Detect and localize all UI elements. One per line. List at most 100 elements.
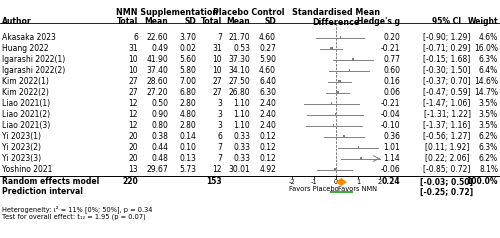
Text: 2.40: 2.40 [259,110,276,119]
Text: 31: 31 [128,44,138,53]
Bar [343,135,344,138]
Text: 20: 20 [128,132,138,141]
Text: 12: 12 [128,110,138,119]
Text: 95% CI: 95% CI [432,17,462,26]
Text: 6.80: 6.80 [179,88,196,97]
Text: [-0.47; 0.59]: [-0.47; 0.59] [423,88,471,97]
Text: 0.10: 0.10 [179,143,196,152]
Text: 27.50: 27.50 [228,77,250,86]
Text: 0.33: 0.33 [233,143,250,152]
Text: 1.01: 1.01 [384,143,400,152]
Text: 6.3%: 6.3% [479,143,498,152]
Text: Favors NMN: Favors NMN [338,186,378,192]
Text: 3: 3 [217,110,222,119]
Text: 2.80: 2.80 [179,121,196,130]
Text: 0.14: 0.14 [179,132,196,141]
Text: 10: 10 [128,66,138,75]
Text: 2.40: 2.40 [259,121,276,130]
Bar [358,146,359,149]
Text: 0.90: 0.90 [151,110,168,119]
Text: 0: 0 [334,179,338,185]
Text: 12: 12 [212,165,222,174]
Text: SD: SD [184,17,196,26]
Text: [0.11; 1.92]: [0.11; 1.92] [425,143,469,152]
Text: Heterogeneity: ι² = 11% [0%; 50%], p = 0.34: Heterogeneity: ι² = 11% [0%; 50%], p = 0… [2,205,152,213]
Text: 6.2%: 6.2% [479,132,498,141]
Text: 37.30: 37.30 [228,55,250,64]
Text: 5.90: 5.90 [259,55,276,64]
Text: 6: 6 [133,33,138,42]
Text: 0.33: 0.33 [233,154,250,163]
Text: 0.06: 0.06 [383,88,400,97]
Text: 31: 31 [212,44,222,53]
Text: 8.1%: 8.1% [479,165,498,174]
Text: 0.44: 0.44 [151,143,168,152]
Text: 0.33: 0.33 [233,132,250,141]
Text: 4.80: 4.80 [179,110,196,119]
Bar [334,168,336,171]
Text: -0.06: -0.06 [380,165,400,174]
Text: 10: 10 [128,55,138,64]
Text: 5.60: 5.60 [179,55,196,64]
Text: 20: 20 [128,154,138,163]
Bar [336,91,339,94]
Text: 100.0%: 100.0% [466,178,498,187]
Bar [340,36,341,39]
Text: 14.6%: 14.6% [474,77,498,86]
Bar [352,58,354,61]
Text: 0.12: 0.12 [259,132,276,141]
Text: 5.73: 5.73 [179,165,196,174]
Text: 7: 7 [217,143,222,152]
Text: Igarashi 2022(2): Igarashi 2022(2) [2,66,65,75]
Text: 0.36: 0.36 [383,132,400,141]
Bar [334,113,336,116]
Text: Akasaka 2023: Akasaka 2023 [2,33,56,42]
Text: 0.38: 0.38 [151,132,168,141]
Text: [-0.85; 0.72]: [-0.85; 0.72] [424,165,470,174]
Text: [-1.37; 1.16]: [-1.37; 1.16] [424,121,470,130]
Text: 0.12: 0.12 [259,154,276,163]
Text: Total: Total [201,17,222,26]
Text: Huang 2022: Huang 2022 [2,44,48,53]
Text: [-0.25; 0.72]: [-0.25; 0.72] [420,188,474,197]
Text: [0.22; 2.06]: [0.22; 2.06] [425,154,469,163]
Text: 1.10: 1.10 [233,121,250,130]
Text: NMN Supplementation: NMN Supplementation [116,8,218,17]
Text: 12: 12 [128,99,138,108]
Text: 10: 10 [212,66,222,75]
Text: 3.70: 3.70 [179,33,196,42]
Text: 28.60: 28.60 [146,77,168,86]
Text: 6.4%: 6.4% [479,66,498,75]
Text: 0.48: 0.48 [151,154,168,163]
Text: 6.2%: 6.2% [479,154,498,163]
Text: 27: 27 [212,88,222,97]
Bar [360,157,362,160]
Text: [-1.47; 1.06]: [-1.47; 1.06] [424,99,470,108]
Text: -0.21: -0.21 [380,44,400,53]
Text: Yi 2023(1): Yi 2023(1) [2,132,41,141]
Text: 27: 27 [212,77,222,86]
Text: Mean: Mean [144,17,168,26]
Text: 0.13: 0.13 [179,154,196,163]
Text: 6.40: 6.40 [259,77,276,86]
Text: 0.24: 0.24 [382,178,400,187]
Text: 220: 220 [122,178,138,187]
Text: 153: 153 [206,178,222,187]
Text: 4.60: 4.60 [259,66,276,75]
Text: 7.00: 7.00 [179,77,196,86]
Text: Placebo Control: Placebo Control [213,8,285,17]
Text: Mean: Mean [226,17,250,26]
Text: 6.3%: 6.3% [479,55,498,64]
Text: 2: 2 [378,179,382,185]
Text: 6: 6 [217,132,222,141]
Text: [-0.56; 1.27]: [-0.56; 1.27] [424,132,470,141]
Text: 0.16: 0.16 [383,77,400,86]
Text: 1.10: 1.10 [233,99,250,108]
Text: Yi 2023(3): Yi 2023(3) [2,154,41,163]
Text: [-0.30; 1.50]: [-0.30; 1.50] [423,66,471,75]
Text: 2.40: 2.40 [259,99,276,108]
Text: 0.77: 0.77 [383,55,400,64]
Text: Kim 2022(2): Kim 2022(2) [2,88,49,97]
Bar [331,102,332,105]
Text: 20: 20 [128,143,138,152]
